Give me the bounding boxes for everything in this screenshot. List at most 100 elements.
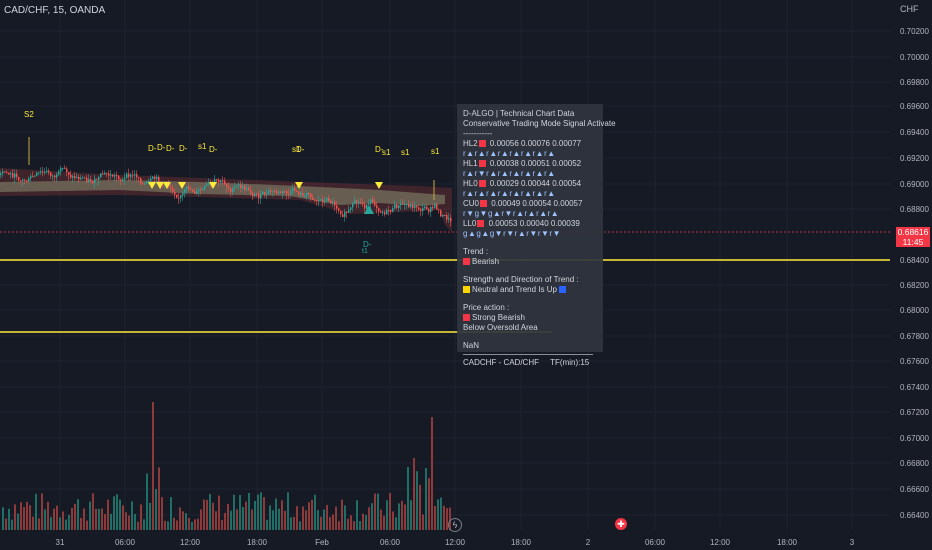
volume-bar: [128, 515, 130, 530]
candle-body: [448, 218, 450, 220]
level-values: 0.00049 0.00054 0.00057: [489, 199, 583, 208]
candle-body: [334, 202, 336, 206]
signal-band-red: [0, 168, 452, 232]
candle-body: [24, 179, 26, 181]
price-tick: 0.67200: [900, 408, 929, 417]
volume-bar: [137, 521, 139, 530]
volume-bar: [227, 503, 229, 530]
candle-body: [154, 176, 156, 179]
price-tick: 0.68400: [900, 256, 929, 265]
candle-body: [302, 192, 304, 197]
volume-bar: [107, 499, 109, 530]
candle-body: [436, 203, 438, 210]
candle-body: [382, 212, 384, 214]
level-square-icon: [477, 220, 485, 227]
level-signals: r▲r▲r▲r▲r▲r▲r▲r▲: [463, 149, 556, 158]
level-signals: g▲g▲g▼r▼r▲r▼r▼r▼: [463, 229, 562, 238]
price-tick: 0.68200: [900, 281, 929, 290]
candle-body: [132, 174, 134, 176]
volume-bar: [287, 492, 289, 530]
volume-bar: [176, 520, 178, 530]
candle-body: [314, 199, 316, 201]
candle-body: [406, 203, 408, 205]
candle-body: [102, 173, 104, 175]
volume-bar: [23, 507, 25, 530]
volume-bar: [233, 494, 235, 530]
volume-bar: [158, 467, 160, 530]
candle-body: [186, 186, 188, 190]
candle-body: [376, 205, 378, 208]
candle-body: [354, 200, 356, 204]
volume-bar: [59, 517, 61, 530]
volume-bar: [113, 496, 115, 530]
marker-s2: S2: [24, 110, 34, 119]
price-tick: 0.68800: [900, 205, 929, 214]
volume-bar: [392, 511, 394, 530]
volume-bar: [338, 521, 340, 530]
candle-body: [336, 205, 338, 209]
candle-body: [342, 214, 344, 217]
volume-bar: [122, 505, 124, 530]
candle-body: [16, 173, 18, 177]
level-signals: r▲r▼r▲r▲r▲r▲r▲r▲: [463, 169, 556, 178]
candle-body: [310, 193, 312, 198]
time-tick: Feb: [315, 538, 329, 547]
candle-body: [46, 170, 48, 172]
level-row: HL0 0.00029 0.00044 0.00054: [463, 179, 603, 189]
candle-body: [192, 189, 194, 192]
volume-bar: [167, 521, 169, 530]
candle-body: [248, 187, 250, 191]
candle-body: [438, 209, 440, 211]
volume-bar: [425, 467, 427, 530]
trend-row: Bearish: [463, 257, 603, 267]
volume-bar: [185, 513, 187, 530]
volume-bar: [140, 504, 142, 530]
symbol-title[interactable]: CAD/CHF, 15, OANDA: [4, 5, 106, 16]
volume-bar: [245, 501, 247, 530]
candle-body: [330, 200, 332, 204]
candle-body: [402, 203, 404, 205]
volume-bar: [188, 517, 190, 530]
candle-body: [244, 186, 246, 190]
time-tick: 2: [586, 538, 591, 547]
candle-body: [360, 202, 362, 204]
candle-body: [446, 215, 448, 220]
candle-body: [162, 184, 164, 186]
volume-bar: [413, 458, 415, 530]
volume-bar: [38, 518, 40, 530]
volume-bar: [92, 493, 94, 530]
volume-bar: [56, 505, 58, 530]
candle-body: [414, 205, 416, 209]
candle-body: [220, 180, 222, 183]
candle-body: [208, 182, 210, 185]
volume-bar: [389, 493, 391, 530]
candle-body: [20, 180, 22, 182]
price-tick: 0.66800: [900, 459, 929, 468]
volume-bar: [419, 484, 421, 530]
candle-body: [420, 209, 422, 212]
candle-body: [120, 179, 122, 181]
level-row: HL1 0.00038 0.00051 0.00052: [463, 159, 603, 169]
marker-s1-3: s1: [382, 148, 391, 157]
candle-body: [312, 197, 314, 200]
volume-bar: [320, 516, 322, 530]
candle-body: [430, 207, 432, 212]
candle-body: [42, 171, 44, 173]
candle-body: [206, 184, 208, 186]
time-tick: 3: [850, 538, 855, 547]
candle-body: [442, 215, 444, 217]
volume-bar: [194, 519, 196, 530]
candle-body: [258, 194, 260, 199]
volume-bar: [80, 517, 82, 530]
level-values: 0.00053 0.00040 0.00039: [486, 219, 580, 228]
volume-bar: [395, 517, 397, 530]
add-event-icon[interactable]: ✚: [615, 518, 627, 530]
volume-bar: [83, 508, 85, 530]
volume-bar: [35, 493, 37, 530]
lightning-icon[interactable]: ϟ: [448, 518, 462, 532]
candle-body: [380, 211, 382, 213]
level-name: HL2: [463, 139, 478, 148]
candle-body: [0, 173, 2, 175]
time-tick: 12:00: [180, 538, 201, 547]
